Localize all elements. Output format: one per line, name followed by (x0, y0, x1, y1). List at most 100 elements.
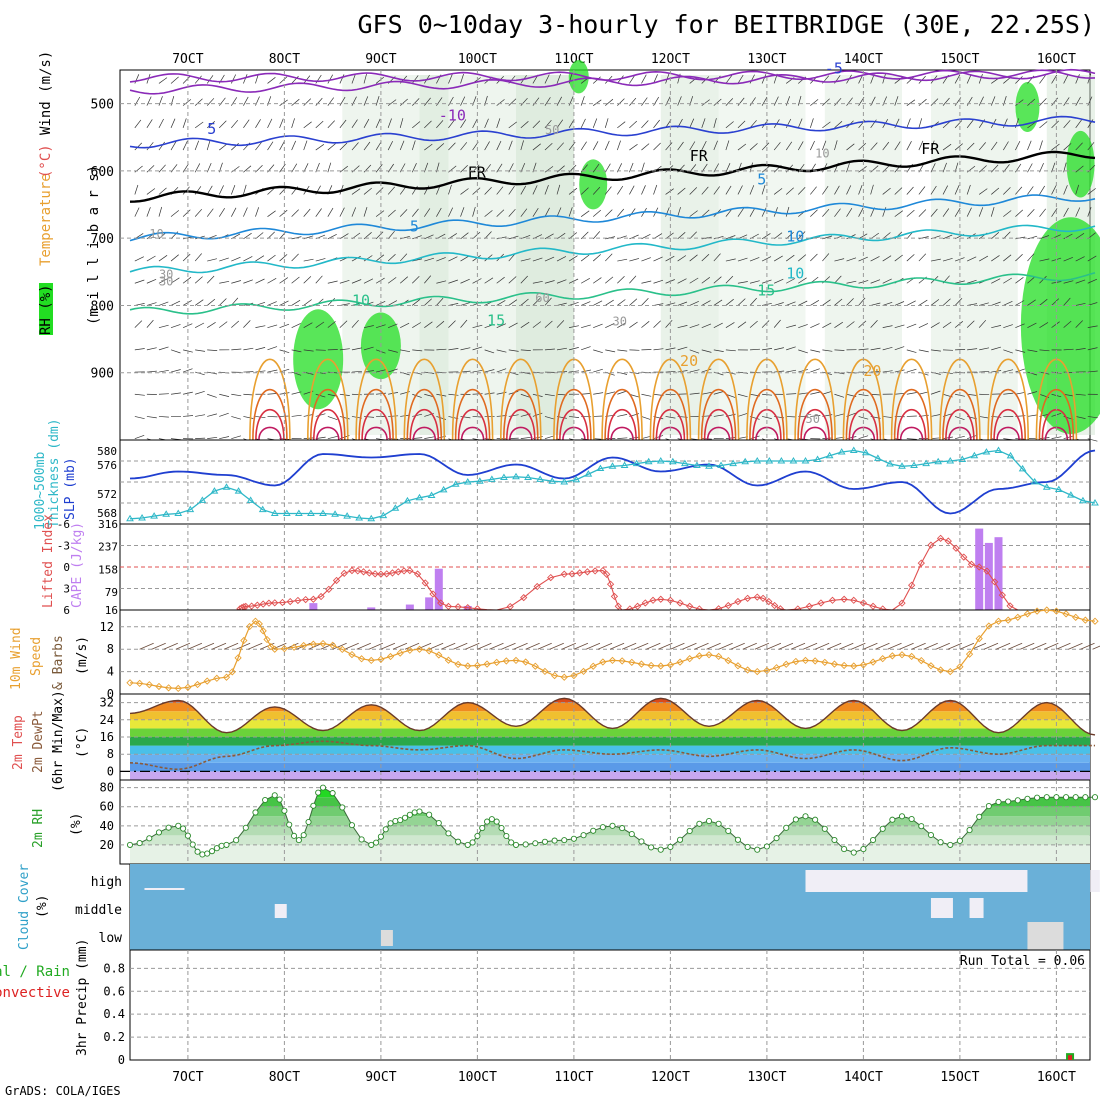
top-x-tick-label: 9OCT (365, 52, 396, 67)
dewpoint-line (129, 740, 1095, 771)
wind-barb (954, 297, 963, 306)
wind-speed-marker (850, 662, 858, 670)
temp-band (130, 728, 1090, 737)
wind-barb (870, 371, 881, 373)
wind-speed-marker (444, 656, 453, 664)
wind-barb (810, 415, 821, 417)
wind-barb (785, 254, 795, 262)
wind-barb (1003, 210, 1012, 217)
wind-barb (665, 255, 675, 262)
wind-speed-marker (155, 682, 163, 691)
li-marker (724, 601, 732, 610)
li-marker (840, 595, 848, 603)
wind-barb (556, 232, 566, 240)
rh-marker (705, 817, 713, 825)
wind-barb (701, 323, 712, 328)
wind-barb (291, 140, 297, 151)
li-marker (952, 544, 960, 552)
wind-barb (291, 253, 299, 262)
wind-speed-marker (512, 656, 520, 665)
wind-label2: Speed (29, 637, 44, 676)
wind-barb (810, 140, 815, 151)
wind-barb (761, 320, 770, 328)
wind-speed-marker (164, 684, 173, 692)
wind-barb (206, 275, 215, 284)
wind-barb (146, 255, 156, 262)
wind-barb (424, 208, 431, 217)
warm-dome-contour (355, 358, 397, 441)
middle-cloud (930, 898, 953, 918)
wind-barb (918, 323, 929, 328)
wind-barb (966, 74, 972, 84)
wind-speed-marker (309, 640, 317, 648)
wind-barb (592, 141, 599, 151)
wind-barb (424, 120, 432, 129)
wind-barb (520, 349, 531, 351)
wind-barb (339, 165, 349, 173)
rh-band (130, 835, 1090, 845)
wind-barb (206, 185, 213, 195)
wind-barb (930, 163, 936, 173)
wind-barb (255, 370, 266, 373)
wind-barb (592, 99, 602, 106)
li-marker (583, 568, 592, 576)
wind-barb (592, 209, 602, 217)
wind-barb (279, 186, 287, 195)
top-x-tick-label: 12OCT (651, 52, 690, 67)
rh-marker (488, 816, 495, 823)
wind-barb (291, 371, 302, 376)
wind-barb (303, 349, 314, 352)
rh-marker (305, 818, 312, 826)
wind-barb (834, 208, 841, 217)
wind-barb (387, 209, 396, 217)
li-marker (960, 553, 968, 561)
wind-speed-marker (637, 660, 646, 668)
wind-barb (822, 253, 830, 262)
wind-barb (448, 348, 459, 351)
wind-barb (158, 118, 164, 129)
thickness-marker (258, 505, 267, 513)
wind-barb (641, 257, 651, 262)
bottom-x-tick-label: 7OCT (172, 1070, 203, 1085)
thickness-marker (873, 454, 882, 461)
rh-marker (696, 820, 703, 827)
contour-freezing (129, 150, 1096, 203)
wind-barb (508, 299, 518, 306)
wind-barb (593, 300, 603, 306)
wind-barb (592, 163, 600, 173)
wind-speed-marker (763, 666, 771, 675)
wind-barb (689, 349, 700, 354)
rh-marker (821, 825, 828, 832)
rh-marker (194, 848, 201, 855)
thickness-marker (717, 461, 725, 468)
thickness-marker (391, 504, 400, 511)
wind-barb (882, 187, 891, 195)
wind-barb (375, 254, 385, 262)
wind-barb (569, 325, 579, 328)
wind-barb-10m (344, 642, 359, 650)
wind-barb (291, 276, 300, 284)
thickness-marker (946, 457, 955, 464)
wind-barb (918, 299, 928, 306)
wind-barb (1015, 368, 1026, 373)
wind-barb (532, 321, 542, 328)
wind-barb (267, 393, 278, 395)
rh-marker (464, 841, 471, 848)
wind-barb (954, 207, 961, 217)
wind-barb (761, 416, 772, 419)
wind-barb (496, 349, 507, 353)
thickness-marker (487, 475, 496, 482)
wind-barb (1027, 98, 1036, 106)
wind-barb (725, 75, 733, 84)
wind-barb (1003, 141, 1009, 151)
rh-shade (660, 75, 719, 435)
wind-speed-marker (859, 661, 868, 669)
bottom-x-tick-label: 14OCT (844, 1070, 883, 1085)
wind-barb (592, 76, 601, 84)
wind-barb (725, 235, 736, 240)
li-marker (606, 580, 615, 588)
wind-barb (858, 166, 867, 173)
rh-marker (295, 837, 302, 844)
wind-speed-marker (473, 661, 482, 670)
thickness-marker (319, 509, 327, 516)
